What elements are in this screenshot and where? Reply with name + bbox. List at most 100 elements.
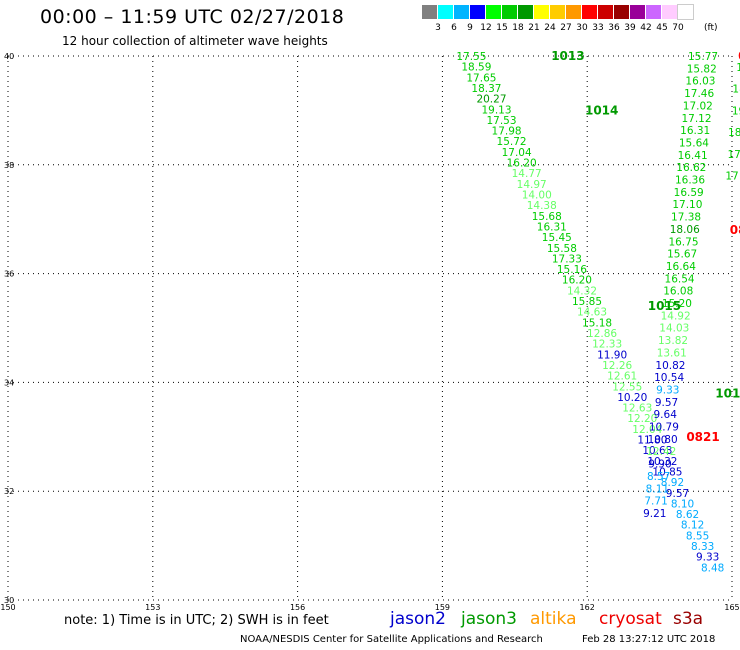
wave-height-value: 14.63	[577, 307, 607, 319]
legend-swatch	[422, 5, 437, 19]
wave-height-value: 12.42	[646, 446, 676, 458]
wave-height-value: 15.72	[497, 136, 527, 148]
wave-height-value: 18.98	[732, 84, 740, 96]
wave-height-value: 15.85	[572, 296, 602, 308]
pass-time-label: 0820	[730, 223, 740, 237]
wave-height-value: 15.64	[679, 137, 709, 149]
wave-height-value: 10.79	[649, 422, 679, 434]
legend-swatch	[470, 5, 485, 19]
wave-height-value: 12.86	[587, 328, 617, 340]
legend-altika: altika	[530, 609, 577, 629]
wave-height-value: 17.10	[672, 199, 702, 211]
wave-height-value: 18.59	[461, 62, 491, 74]
legend-swatch	[614, 5, 629, 19]
wave-height-value: 11.80	[637, 435, 667, 447]
wave-height-value: 14.77	[512, 168, 542, 180]
wave-height-value: 19.0	[732, 105, 740, 117]
legend-label: 39	[624, 23, 636, 33]
wave-height-value: 12.63	[622, 403, 652, 415]
wave-height-value: 17.33	[552, 253, 582, 265]
wave-height-value: 12.33	[592, 339, 622, 351]
wave-height-value: 13.82	[658, 335, 688, 347]
pass-time-label: 08	[738, 49, 740, 63]
pass-time-label: 1013	[551, 49, 584, 63]
wave-height-value: 15.16	[557, 264, 587, 276]
map-title: 00:00 – 11:59 UTC 02/27/2018	[40, 6, 345, 28]
legend-swatch	[502, 5, 517, 19]
wave-height-value: 19.13	[481, 104, 511, 116]
wave-height-value: 17.55	[456, 51, 486, 63]
wave-height-value: 9.64	[654, 409, 678, 421]
wave-height-value: 17	[725, 171, 738, 183]
wave-height-value: 8.55	[686, 530, 709, 542]
wave-height-value: 16.31	[537, 221, 567, 233]
legend-swatch	[534, 5, 549, 19]
wave-height-value: 16.59	[674, 187, 704, 199]
wave-height-value: 20.27	[476, 94, 506, 106]
wave-height-value: 18.06	[670, 224, 700, 236]
legend-swatch	[646, 5, 661, 19]
wave-height-value: 7.71	[644, 496, 667, 508]
wave-height-value: 18.8	[728, 127, 740, 139]
legend-label: 3	[435, 23, 441, 33]
lon-tick-label: 150	[0, 603, 15, 612]
legend-label: 12	[480, 23, 492, 33]
legend-label: 6	[451, 23, 457, 33]
wave-height-value: 17.	[728, 149, 740, 161]
pass-time-label: 1014	[585, 103, 618, 117]
wave-height-value: 17.46	[684, 88, 714, 100]
legend-swatch	[454, 5, 469, 19]
legend-swatch	[438, 5, 453, 19]
lon-tick-label: 165	[724, 603, 739, 612]
wave-height-value: 10.82	[655, 360, 685, 372]
wave-height-value: 18.37	[471, 83, 501, 95]
lat-tick-label: 36	[4, 270, 14, 279]
wave-height-value: 9.57	[666, 488, 689, 500]
wave-height-value: 17.04	[502, 147, 532, 159]
wave-height-value: 14.00	[522, 189, 552, 201]
wave-height-value: 9.90	[648, 459, 671, 471]
lat-tick-label: 38	[4, 161, 14, 170]
wave-height-value: 14.92	[661, 310, 691, 322]
wave-height-value: 13.61	[657, 347, 687, 359]
wave-height-value: 16.41	[678, 150, 708, 162]
pass-time-label: 1015	[648, 299, 681, 313]
wave-height-value: 14.03	[659, 323, 689, 335]
legend-s3a: s3a	[673, 609, 704, 629]
wave-height-value: 17.12	[681, 113, 711, 125]
wave-height-value: 17.38	[671, 212, 701, 224]
wave-height-value: 15.68	[532, 211, 562, 223]
legend-swatch	[518, 5, 533, 19]
wave-height-value: 10.20	[617, 392, 647, 404]
pass-time-label: 0821	[686, 430, 719, 444]
wave-height-value: 16.08	[663, 286, 693, 298]
wave-height-value: 10.63	[642, 445, 672, 457]
legend-swatch	[582, 5, 597, 19]
wave-height-value: 15.82	[687, 63, 717, 75]
wave-height-value: 12.26	[602, 360, 632, 372]
wave-height-value: 10.54	[654, 372, 684, 384]
legend-swatch	[566, 5, 581, 19]
map-subtitle: 12 hour collection of altimeter wave hei…	[62, 34, 328, 48]
wave-height-value: 16.54	[665, 273, 695, 285]
footer-note: note: 1) Time is in UTC; 2) SWH is in fe…	[64, 613, 329, 628]
wave-height-value: 10.80	[648, 434, 678, 446]
wave-height-value: 10.85	[652, 466, 682, 478]
wave-height-value: 8.48	[701, 562, 724, 574]
lat-tick-label: 30	[4, 596, 14, 605]
wave-height-value: 16.03	[685, 76, 715, 88]
legend-label: 70	[672, 23, 684, 33]
legend-label: 27	[560, 23, 572, 33]
legend-cryosat: cryosat	[599, 609, 662, 629]
wave-height-value: 9.33	[696, 552, 719, 564]
wave-height-value: 12.55	[612, 381, 642, 393]
wave-height-value: 8.12	[681, 520, 704, 532]
legend-swatch	[677, 4, 694, 20]
legend-swatch	[662, 5, 677, 19]
credit-line: NOAA/NESDIS Center for Satellite Applica…	[240, 634, 543, 645]
wave-height-value: 17.98	[492, 126, 522, 138]
wave-height-value: 15.58	[547, 243, 577, 255]
wave-height-value: 15.45	[542, 232, 572, 244]
lat-tick-label: 40	[4, 52, 14, 61]
lon-tick-label: 159	[435, 603, 450, 612]
